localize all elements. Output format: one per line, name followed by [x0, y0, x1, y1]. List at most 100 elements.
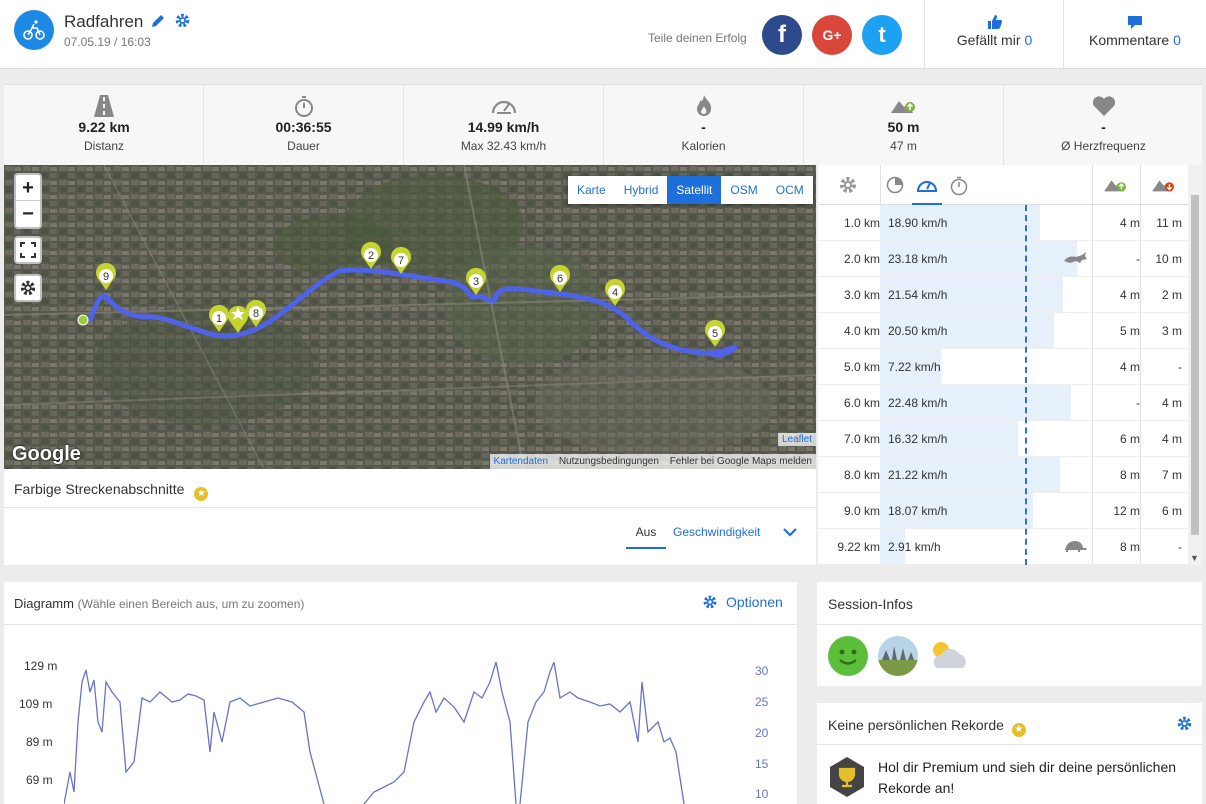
activity-title: Radfahren [64, 12, 144, 31]
stat-distance: 9.22 km Distanz [4, 85, 204, 166]
like-count: 0 [1024, 32, 1033, 48]
header-bar: Radfahren 07.05.19 / 16:03 Teile deinen … [0, 0, 1206, 69]
svg-text:4: 4 [612, 287, 618, 299]
gear-icon [703, 595, 717, 609]
thumbs-up-icon [925, 14, 1064, 32]
pin-3[interactable]: 3 [465, 267, 486, 295]
split-ascent: 6 m [1119, 432, 1140, 446]
y-left-tick-1: 109 m [19, 697, 53, 711]
pin-9[interactable]: 9 [96, 262, 117, 290]
layer-osm[interactable]: OSM [730, 183, 758, 197]
splits-scrollbar[interactable]: ▼ [1188, 165, 1202, 565]
google-plus-share-button[interactable]: G+ [812, 15, 852, 55]
comments-count: 0 [1173, 32, 1181, 48]
colored-segments-panel: Farbige Streckenabschnitte ★ Aus Geschwi… [4, 469, 816, 565]
time-toggle-icon[interactable] [950, 176, 968, 201]
split-descent: 4 m [1161, 396, 1182, 410]
pin-8[interactable]: 8 [246, 299, 266, 327]
split-row: 5.0 km 7.22 km/h 4 m - [818, 349, 1188, 385]
elevation-up-icon [804, 95, 1003, 117]
layer-hybrid[interactable]: Hybrid [623, 183, 659, 197]
pin-5[interactable]: 5 [705, 319, 726, 347]
average-speed-line [1025, 205, 1027, 565]
split-distance: 5.0 km [843, 360, 880, 374]
terms-link[interactable]: Nutzungsbedingungen [558, 456, 659, 467]
personal-records-panel: Keine persönlichen Rekorde ★ Hol dir Pre… [817, 703, 1202, 804]
activity-datetime: 07.05.19 / 16:03 [64, 35, 151, 49]
split-ascent: 5 m [1119, 324, 1140, 338]
records-settings-icon[interactable] [1176, 715, 1193, 737]
stats-bar: 9.22 km Distanz 00:36:55 Dauer 14.99 km/… [4, 84, 1203, 166]
y-right-tick-0: 30 [755, 664, 769, 678]
split-speed: 21.22 km/h [888, 468, 948, 482]
split-descent: 7 m [1161, 468, 1182, 482]
split-speed-bar [880, 421, 1018, 456]
fullscreen-button[interactable] [14, 236, 42, 264]
tab-geschwindigkeit[interactable]: Geschwindigkeit [673, 525, 761, 539]
pin-4[interactable]: 4 [605, 278, 625, 306]
like-button[interactable]: Gefällt mir 0 [924, 0, 1064, 68]
pin-1[interactable]: 1 [209, 304, 229, 332]
zoom-out-button[interactable]: − [22, 203, 34, 225]
scroll-down-icon[interactable]: ▼ [1190, 553, 1199, 563]
route-map[interactable]: 9 1 8 2 7 3 6 4 5 + − Karte Hybrid Satel… [4, 165, 816, 469]
leaflet-link[interactable]: Leaflet [777, 433, 816, 446]
comment-bubble-icon [1064, 14, 1206, 32]
splits-settings-icon[interactable] [838, 175, 858, 200]
divider [817, 744, 1202, 745]
twitter-share-button[interactable]: t [862, 15, 902, 55]
map-settings-button[interactable] [14, 274, 42, 302]
comments-button[interactable]: Kommentare 0 [1063, 0, 1206, 68]
speed-toggle-icon[interactable] [912, 172, 942, 205]
scrollbar-thumb[interactable] [1191, 195, 1199, 535]
stat-heart-rate: - Ø Herzfrequenz [1003, 85, 1203, 166]
pin-6[interactable]: 6 [550, 264, 570, 292]
session-infos-panel: Session-Infos [817, 582, 1202, 686]
diagram-options-button[interactable]: Optionen [702, 594, 783, 610]
y-right-tick-2: 20 [755, 726, 769, 740]
share-label: Teile deinen Erfolg [648, 31, 747, 45]
svg-text:8: 8 [253, 308, 259, 320]
map-data-link[interactable]: Kartendaten [493, 456, 549, 467]
split-speed: 2.91 km/h [888, 540, 941, 554]
pin-2[interactable]: 2 [361, 241, 381, 269]
report-error-link[interactable]: Fehler bei Google Maps melden [669, 456, 812, 467]
stat-elevation: 50 m 47 m [803, 85, 1003, 166]
speed-line-series[interactable] [64, 662, 744, 804]
settings-gear-icon[interactable] [174, 12, 191, 34]
tab-aus[interactable]: Aus [626, 525, 666, 549]
zoom-in-button[interactable]: + [16, 175, 40, 201]
edit-icon[interactable] [150, 13, 166, 34]
split-ascent: - [1136, 252, 1140, 266]
split-ascent: 8 m [1119, 468, 1140, 482]
chevron-down-icon[interactable] [782, 525, 798, 543]
divider [817, 624, 1202, 625]
y-right-tick-1: 25 [755, 695, 769, 709]
route-track: 9 1 8 2 7 3 6 4 5 [77, 241, 738, 358]
records-title: Keine persönlichen Rekorde ★ [828, 717, 1026, 737]
layer-karte[interactable]: Karte [577, 183, 606, 197]
split-ascent: 12 m [1113, 504, 1140, 518]
map-attribution: Kartendaten Nutzungsbedingungen Fehler b… [489, 454, 816, 469]
facebook-share-button[interactable]: f [762, 15, 802, 55]
segments-title: Farbige Streckenabschnitte ★ [14, 481, 209, 501]
diagram-panel: Diagramm (Wähle einen Bereich aus, um zu… [4, 582, 797, 804]
split-speed-bar [880, 241, 1077, 276]
pin-7[interactable]: 7 [391, 246, 411, 274]
layer-ocm[interactable]: OCM [775, 183, 804, 197]
layer-satellit[interactable]: Satellit [667, 176, 722, 204]
pace-toggle-icon[interactable] [886, 176, 904, 199]
split-speed-bar [880, 349, 941, 384]
split-ascent: - [1136, 396, 1140, 410]
split-speed: 7.22 km/h [888, 360, 941, 374]
split-descent: 3 m [1161, 324, 1182, 338]
split-descent: 11 m [1156, 216, 1182, 230]
split-speed-bar [880, 277, 1063, 312]
svg-text:9: 9 [103, 271, 109, 283]
splits-table: 1.0 km 18.90 km/h 4 m 11 m 2.0 km 23.18 km/h -… [818, 165, 1188, 565]
feeling-good-icon [828, 636, 868, 676]
speedometer-icon [404, 95, 603, 117]
split-row: 9.0 km 18.07 km/h 12 m 6 m [818, 493, 1188, 529]
split-speed-bar [880, 457, 1060, 492]
star-pin-icon[interactable] [228, 305, 249, 333]
